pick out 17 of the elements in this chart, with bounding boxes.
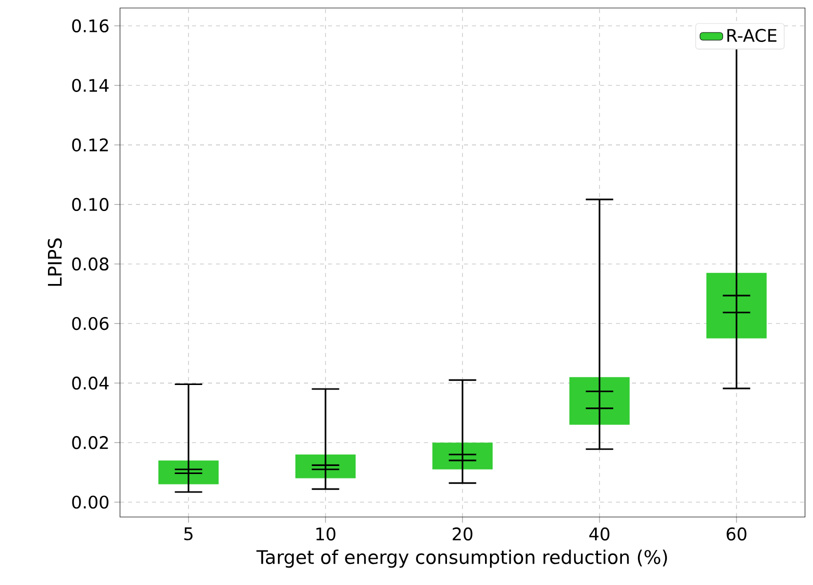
y-tick-label: 0.10 xyxy=(72,198,108,212)
x-tick-label: 40 xyxy=(589,527,610,541)
x-tick-label: 5 xyxy=(184,527,192,540)
y-tick-label: 0.00 xyxy=(72,496,108,509)
y-tick-label: 0.12 xyxy=(72,138,108,152)
x-axis-title: Target of energy consumption reduction (%) xyxy=(256,550,667,568)
y-tick-label: 0.08 xyxy=(72,257,108,271)
legend-label: R-ACE xyxy=(727,28,776,42)
y-tick-label: 0.16 xyxy=(72,19,108,32)
y-tick-label: 0.04 xyxy=(72,376,109,390)
y-tick-label: 0.14 xyxy=(72,78,109,92)
y-tick-label: 0.02 xyxy=(72,436,108,450)
y-tick-label: 0.06 xyxy=(72,316,108,330)
x-tick-label: 20 xyxy=(452,527,472,541)
x-tick-label: 10 xyxy=(316,527,336,541)
y-axis-title: LPIPS xyxy=(48,238,62,286)
x-tick-label: 60 xyxy=(726,527,746,541)
